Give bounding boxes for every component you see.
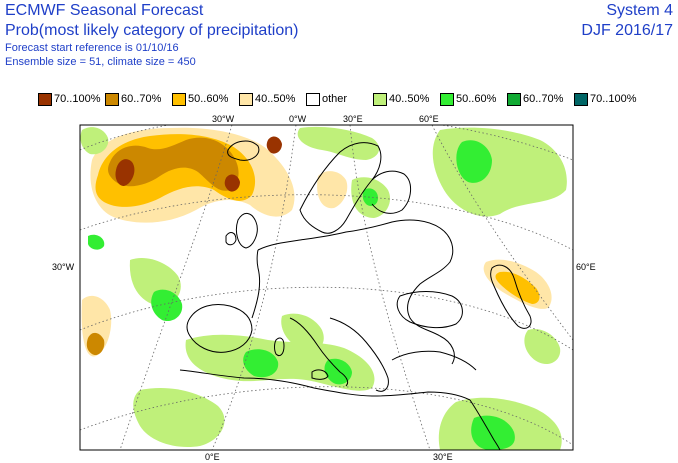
legend-item-teal: 70..100% <box>574 92 636 106</box>
axis-label-left: 30°W <box>52 262 75 272</box>
legend-label: 40..50% <box>255 93 296 105</box>
coast-sicily <box>311 369 329 380</box>
region-green-baltic <box>362 188 378 206</box>
axis-label-bottom: 0°E <box>205 452 220 462</box>
map-frame <box>79 124 574 451</box>
map-title: ECMWF Seasonal Forecast <box>5 2 204 19</box>
forecast-start-reference: Forecast start reference is 01/10/16 <box>5 42 179 54</box>
legend-item-other: other <box>306 92 347 106</box>
coast-continent <box>257 219 455 365</box>
region-green-ireland <box>88 234 105 250</box>
legend-item-dark-green: 60..70% <box>507 92 563 106</box>
legend-item-orange: 50..60% <box>172 92 228 106</box>
legend-label: 60..70% <box>121 93 162 105</box>
coast-iberia <box>186 304 253 353</box>
legend-item-green: 50..60% <box>440 92 496 106</box>
axis-label-top: 30°E <box>343 114 363 124</box>
region-dark-orange-azores <box>86 332 105 356</box>
ensemble-size: Ensemble size = 51, climate size = 450 <box>5 56 196 68</box>
coast-sardinia-corsica <box>274 337 285 357</box>
legend-item-brown: 70..100% <box>38 92 100 106</box>
region-light-green-africa <box>133 387 225 448</box>
region-light-green-gulfstream <box>80 127 109 155</box>
system-label: System 4 <box>606 2 673 19</box>
region-light-green-east <box>524 328 561 365</box>
region-light-green-russia <box>432 127 567 217</box>
coast-north-africa <box>179 369 471 401</box>
coast-red-sea <box>469 399 501 450</box>
parallel-50n <box>80 286 573 351</box>
legend-item-dark-orange: 60..70% <box>105 92 161 106</box>
legend-item-light-orange: 40..50% <box>239 92 295 106</box>
parallel-70n <box>80 125 573 161</box>
axis-label-bottom: 30°E <box>433 452 453 462</box>
legend-swatch <box>105 92 119 106</box>
region-brown-atlantic-3 <box>266 136 282 154</box>
coast-black-sea <box>396 291 463 329</box>
legend-item-light-green: 40..50% <box>373 92 429 106</box>
region-green-middle-east <box>471 415 515 450</box>
legend-swatch <box>38 92 52 106</box>
axis-label-top: 60°E <box>419 114 439 124</box>
axis-label-top: 0°W <box>289 114 307 124</box>
legend-swatch <box>239 92 253 106</box>
coast-uk-ireland <box>225 213 258 249</box>
probability-field <box>80 126 567 450</box>
region-brown-atlantic-2 <box>224 174 240 192</box>
season-label: DJF 2016/17 <box>581 22 673 39</box>
axis-label-right: 60°E <box>576 262 596 272</box>
legend-swatch <box>373 92 387 106</box>
parallel-40n <box>80 386 573 446</box>
axis-label-top: 30°W <box>212 114 235 124</box>
region-green-russia <box>456 140 492 183</box>
coast-turkey <box>391 350 477 371</box>
region-brown-atlantic-1 <box>115 159 135 186</box>
legend-label: 70..100% <box>590 93 637 105</box>
meridian-60e <box>431 125 573 341</box>
meridian-30e <box>349 125 431 450</box>
graticule <box>80 125 573 450</box>
coast-balkans-greece <box>329 317 389 392</box>
coast-italy <box>289 317 349 387</box>
region-orange-scandinavia <box>317 171 348 209</box>
region-green-mediterranean-1 <box>243 349 279 378</box>
region-dark-orange-atlantic <box>108 137 239 191</box>
legend-label: 40..50% <box>389 93 430 105</box>
region-light-green-north <box>297 126 380 160</box>
legend-label: other <box>322 93 348 105</box>
legend-label: 50..60% <box>188 93 229 105</box>
legend-swatch <box>440 92 454 106</box>
legend-label: 60..70% <box>523 93 564 105</box>
parallel-60n <box>80 194 573 251</box>
map-subtitle: Prob(most likely category of precipitati… <box>5 22 299 39</box>
legend-swatch <box>172 92 186 106</box>
region-green-mediterranean-2 <box>324 358 352 385</box>
legend-label: 50..60% <box>456 93 497 105</box>
coast-caspian <box>490 264 532 329</box>
coast-france <box>251 249 261 319</box>
region-light-green-italy <box>281 313 324 351</box>
legend-label: 70..100% <box>54 93 101 105</box>
region-green-west <box>151 289 183 322</box>
coast-finland-russia <box>371 170 411 214</box>
legend-swatch <box>306 92 320 106</box>
coastlines <box>179 140 532 450</box>
coast-iceland <box>227 140 260 161</box>
legend-swatch <box>507 92 521 106</box>
legend-swatch <box>574 92 588 106</box>
